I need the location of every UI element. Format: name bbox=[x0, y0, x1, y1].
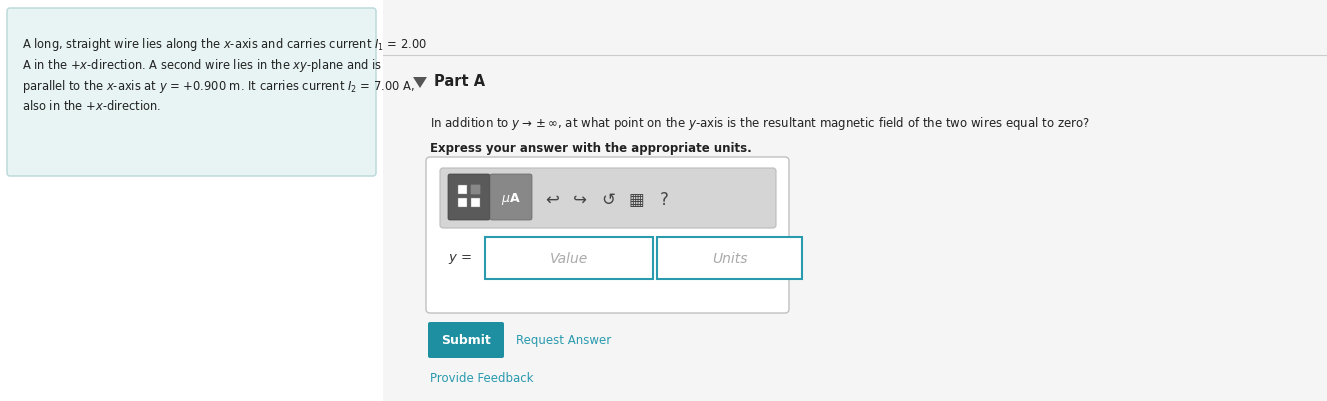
Text: $y$ =: $y$ = bbox=[449, 251, 472, 265]
Bar bbox=[384, 0, 1327, 401]
Text: also in the +$x$-direction.: also in the +$x$-direction. bbox=[23, 99, 161, 113]
Text: ↪: ↪ bbox=[573, 190, 587, 209]
Text: A in the +$x$-direction. A second wire lies in the $xy$-plane and is: A in the +$x$-direction. A second wire l… bbox=[23, 57, 382, 74]
Bar bbox=[471, 186, 480, 194]
FancyBboxPatch shape bbox=[7, 9, 376, 176]
Bar bbox=[458, 186, 467, 194]
Text: In addition to $y\rightarrow \pm\infty$, at what point on the $y$-axis is the re: In addition to $y\rightarrow \pm\infty$,… bbox=[430, 115, 1089, 132]
FancyBboxPatch shape bbox=[429, 322, 504, 358]
FancyBboxPatch shape bbox=[449, 174, 490, 221]
Text: ↺: ↺ bbox=[601, 190, 614, 209]
Text: parallel to the $x$-axis at $y$ = +0.900 m. It carries current $I_2$ = 7.00 A,: parallel to the $x$-axis at $y$ = +0.900… bbox=[23, 78, 415, 95]
Text: ?: ? bbox=[660, 190, 669, 209]
Bar bbox=[471, 198, 480, 207]
Bar bbox=[657, 237, 802, 279]
Text: Value: Value bbox=[549, 251, 588, 265]
Bar bbox=[471, 186, 480, 194]
Bar bbox=[484, 237, 653, 279]
Text: Submit: Submit bbox=[441, 334, 491, 346]
Text: $\mu$A: $\mu$A bbox=[502, 190, 522, 207]
Text: Express your answer with the appropriate units.: Express your answer with the appropriate… bbox=[430, 142, 752, 155]
Bar bbox=[458, 198, 467, 207]
Text: A long, straight wire lies along the $x$-axis and carries current $I_1$ = 2.00: A long, straight wire lies along the $x$… bbox=[23, 36, 427, 53]
Text: Request Answer: Request Answer bbox=[516, 334, 612, 346]
FancyBboxPatch shape bbox=[426, 158, 790, 313]
FancyBboxPatch shape bbox=[441, 168, 776, 229]
Polygon shape bbox=[413, 78, 427, 89]
FancyBboxPatch shape bbox=[490, 174, 532, 221]
Text: ▦: ▦ bbox=[628, 190, 644, 209]
Text: Provide Feedback: Provide Feedback bbox=[430, 371, 533, 384]
Text: Units: Units bbox=[711, 251, 747, 265]
Text: Part A: Part A bbox=[434, 74, 486, 89]
Text: ↩: ↩ bbox=[545, 190, 559, 209]
